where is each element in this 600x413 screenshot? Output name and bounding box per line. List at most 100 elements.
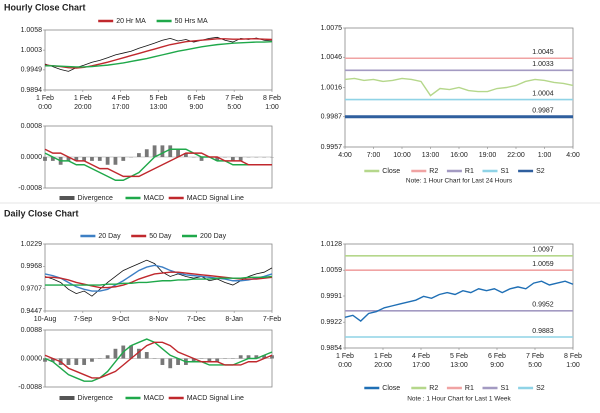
- legend-label: R2: [429, 168, 438, 175]
- series-line: [45, 41, 273, 68]
- legend-label: S1: [501, 385, 510, 392]
- legend-label: 20 Day: [98, 233, 121, 240]
- x-tick-label: 9:00: [490, 362, 504, 369]
- x-tick-label: 5 Feb: [450, 353, 468, 360]
- x-tick-label: 9-Oct: [112, 316, 129, 323]
- y-tick-label: 0.9707: [21, 286, 43, 293]
- divergence-bar: [144, 352, 149, 359]
- y-tick-label: 0.9854: [321, 345, 343, 352]
- divergence-bar: [176, 149, 180, 157]
- level-label: 1.0097: [532, 247, 554, 254]
- legend-label: MACD: [144, 195, 165, 202]
- x-tick-label: 4 Feb: [412, 353, 430, 360]
- y-tick-label: 1.0229: [21, 241, 43, 248]
- divergence-bar: [90, 358, 94, 362]
- section-heading: Hourly Close Chart: [4, 2, 86, 12]
- x-tick-label: 1:00: [265, 104, 279, 111]
- x-tick-label: 7:00: [367, 152, 381, 159]
- legend-swatch: [59, 196, 75, 200]
- legend-label: 200 Day: [200, 233, 227, 240]
- y-tick-label: -0.0008: [18, 185, 42, 192]
- divergence-bar: [137, 153, 141, 157]
- x-tick-label: 6 Feb: [187, 95, 205, 102]
- y-tick-label: 1.0059: [321, 267, 343, 274]
- level-label: 0.9952: [532, 302, 554, 309]
- divergence-bar: [184, 153, 188, 157]
- x-tick-label: 13:00: [422, 152, 440, 159]
- divergence-bar: [254, 355, 259, 359]
- y-tick-label: 0.9949: [21, 67, 43, 74]
- y-tick-label: 1.0058: [21, 27, 43, 34]
- divergence-bar: [66, 157, 71, 161]
- x-tick-label: 0:00: [38, 104, 52, 111]
- series-line: [44, 148, 272, 178]
- x-tick-label: 7-Sep: [73, 316, 92, 323]
- x-tick-label: 4:00: [338, 152, 352, 159]
- y-tick-label: 1.0046: [321, 54, 343, 61]
- divergence-bar: [82, 358, 87, 365]
- x-tick-label: 7-Dec: [187, 316, 206, 323]
- divergence-bar: [168, 358, 173, 369]
- legend-label: MACD: [144, 395, 165, 402]
- series-line: [344, 280, 574, 322]
- x-tick-label: 20:00: [374, 362, 392, 369]
- divergence-bar: [238, 157, 243, 161]
- y-tick-label: 0.0008: [21, 123, 43, 130]
- x-tick-label: 1:00: [566, 362, 580, 369]
- y-tick-label: 0.9957: [321, 144, 343, 151]
- y-tick-label: 1.0003: [21, 47, 43, 54]
- x-tick-label: 8 Feb: [263, 95, 281, 102]
- divergence-bar: [199, 157, 204, 161]
- divergence-bar: [207, 358, 212, 362]
- divergence-bar: [137, 348, 141, 359]
- x-tick-label: 8-Jan: [225, 316, 243, 323]
- x-tick-label: 17:00: [412, 362, 430, 369]
- series-line: [44, 341, 273, 379]
- legend-label: MACD Signal Line: [187, 195, 244, 202]
- x-tick-label: 5 Feb: [150, 95, 168, 102]
- legend-label: 20 Hr MA: [116, 18, 146, 25]
- divergence-bar: [82, 157, 87, 161]
- x-tick-label: 9:00: [190, 104, 204, 111]
- x-tick-label: 8-Nov: [149, 316, 168, 323]
- divergence-bar: [43, 358, 47, 362]
- legend-label: S2: [536, 168, 545, 175]
- y-tick-label: 0.9922: [321, 319, 343, 326]
- divergence-bar: [105, 355, 110, 359]
- divergence-bar: [262, 355, 267, 359]
- y-tick-label: 0.0000: [21, 355, 43, 362]
- divergence-bar: [176, 358, 180, 365]
- legend-label: R1: [465, 168, 474, 175]
- divergence-bar: [74, 358, 79, 365]
- x-tick-label: 1 Feb: [36, 95, 54, 102]
- x-tick-label: 1 Feb: [336, 353, 354, 360]
- x-tick-label: 1 Feb: [74, 95, 92, 102]
- level-label: 0.9987: [532, 108, 554, 115]
- x-tick-label: 16:00: [450, 152, 468, 159]
- legend-label: 50 Day: [149, 233, 172, 240]
- divergence-bar: [160, 145, 165, 157]
- y-tick-label: 1.0128: [321, 241, 343, 248]
- legend-label: MACD Signal Line: [187, 395, 244, 402]
- chart-note: Note: 1 Hour Chart for Last 24 Hours: [406, 178, 513, 185]
- legend-label: R2: [429, 385, 438, 392]
- x-tick-label: 7-Feb: [263, 316, 281, 323]
- x-tick-label: 1:00: [538, 152, 552, 159]
- divergence-bar: [215, 157, 220, 161]
- divergence-bar: [270, 355, 274, 359]
- series-line: [44, 264, 273, 292]
- y-tick-label: -0.0088: [18, 384, 42, 391]
- x-tick-label: 8 Feb: [564, 353, 582, 360]
- legend-label: S1: [501, 168, 510, 175]
- x-tick-label: 10-Aug: [34, 316, 57, 323]
- divergence-bar: [246, 355, 251, 359]
- x-tick-label: 7 Feb: [526, 353, 544, 360]
- y-tick-label: 0.0088: [21, 327, 43, 334]
- y-tick-label: 0.9968: [21, 263, 43, 270]
- x-tick-label: 22:00: [507, 152, 525, 159]
- divergence-bar: [191, 358, 196, 362]
- x-tick-label: 17:00: [112, 104, 130, 111]
- x-tick-label: 1 Feb: [374, 353, 392, 360]
- x-tick-label: 7 Feb: [225, 95, 243, 102]
